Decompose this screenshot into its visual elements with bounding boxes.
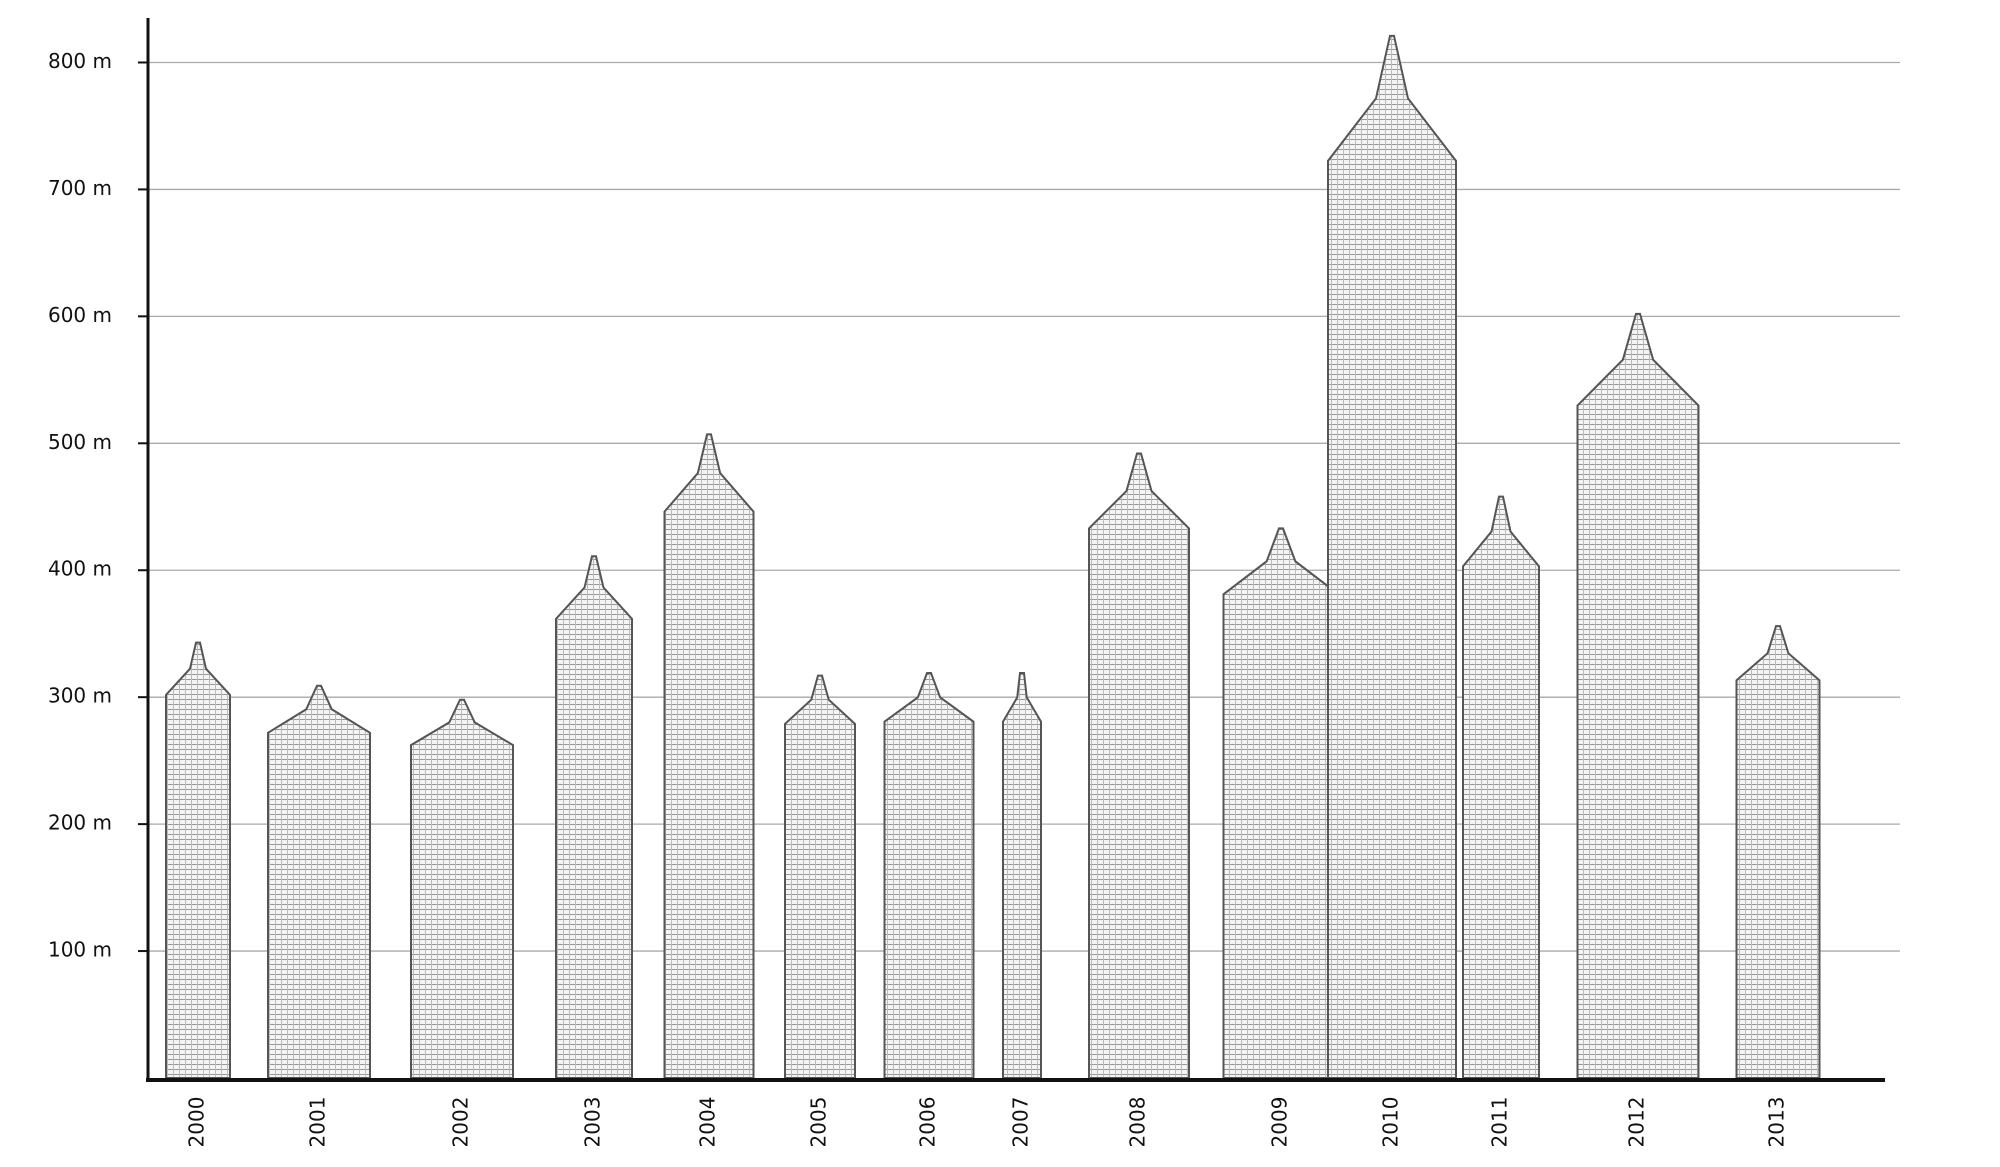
x-tick-label: 2012 [1625, 1097, 1649, 1148]
building [1735, 625, 1821, 1079]
x-tick-label: 2001 [306, 1097, 330, 1148]
x-tick-label: 2000 [185, 1097, 209, 1148]
building [1002, 672, 1042, 1079]
x-tick-label: 2006 [916, 1097, 940, 1148]
building [267, 684, 371, 1079]
buildings [165, 34, 1821, 1079]
building [663, 433, 755, 1079]
building [883, 672, 975, 1079]
x-tick-label: 2013 [1765, 1097, 1789, 1148]
building [1576, 312, 1700, 1079]
building [410, 698, 514, 1079]
building [165, 641, 231, 1079]
y-tick-label: 800 m [48, 49, 112, 73]
x-tick-label: 2009 [1268, 1097, 1292, 1148]
y-tick-label: 100 m [48, 938, 112, 962]
x-tick-label: 2002 [449, 1097, 473, 1148]
y-tick-label: 600 m [48, 303, 112, 327]
y-tick-label: 200 m [48, 811, 112, 835]
x-tick-label: 2008 [1126, 1097, 1150, 1148]
x-tick-label: 2005 [807, 1097, 831, 1148]
y-tick-label: 400 m [48, 557, 112, 581]
x-tick-label: 2011 [1488, 1097, 1512, 1148]
y-tick-label: 300 m [48, 684, 112, 708]
building [784, 674, 856, 1079]
building [1088, 452, 1190, 1079]
building [1327, 34, 1457, 1079]
building [1462, 495, 1540, 1079]
y-tick-label: 500 m [48, 430, 112, 454]
x-tick-label: 2003 [581, 1097, 605, 1148]
y-tick-label: 700 m [48, 176, 112, 200]
x-tick-label: 2004 [696, 1097, 720, 1148]
building [555, 555, 633, 1079]
x-tick-label: 2010 [1379, 1097, 1403, 1148]
x-tick-label: 2007 [1009, 1097, 1033, 1148]
building [1222, 527, 1340, 1079]
